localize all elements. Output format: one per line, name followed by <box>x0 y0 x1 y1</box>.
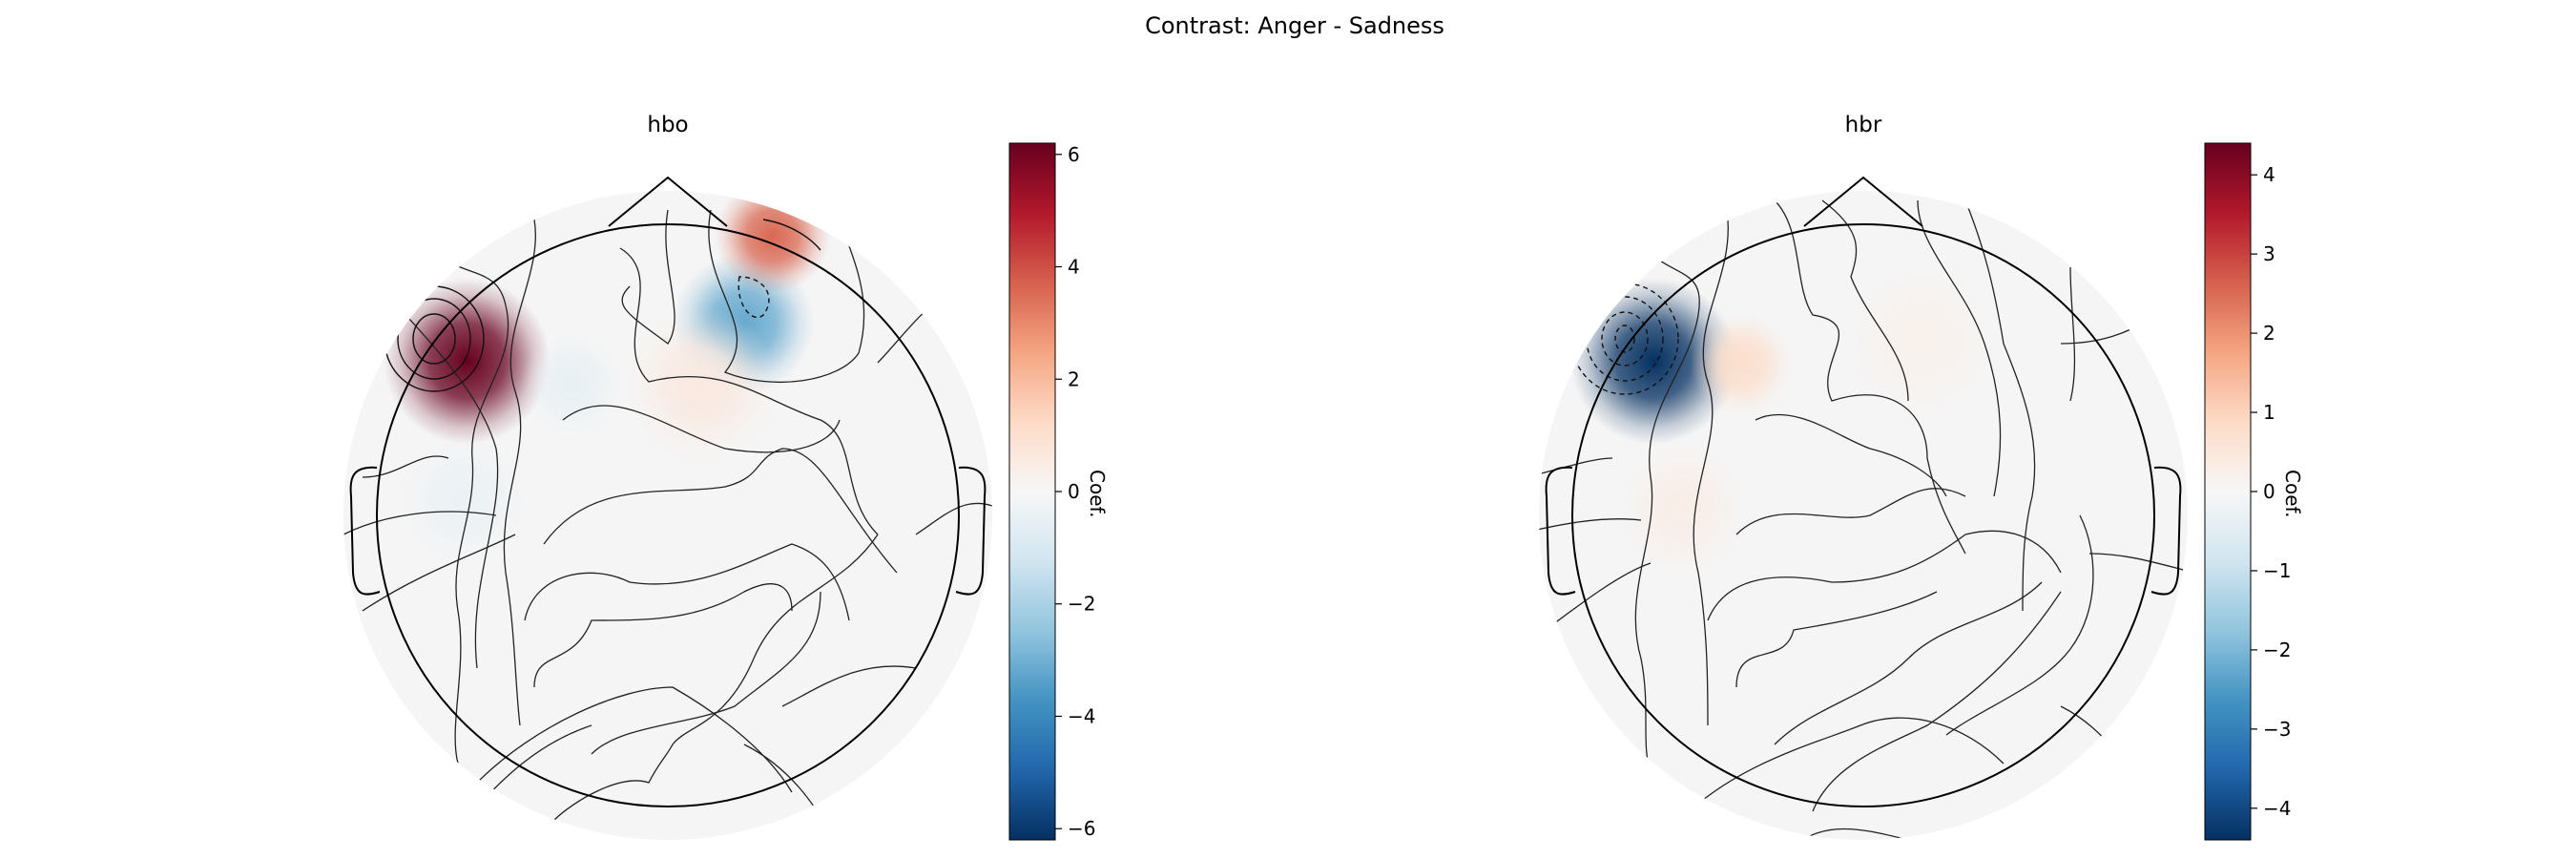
colorbar-label: Coef. <box>1086 470 1109 517</box>
colorbar-tick-label: −4 <box>1068 704 1095 727</box>
topomap-field <box>1570 263 1999 574</box>
colorbar-tick-label: 0 <box>1068 480 1080 503</box>
colorbar: −6 −4 −2 0 2 4 6 Coef. <box>1008 142 1109 841</box>
colorbar-ticks: −6 −4 −2 0 2 4 6 <box>1055 143 1095 840</box>
activation-blob <box>400 436 529 565</box>
nose <box>608 176 728 227</box>
colorbar-tick-label: 2 <box>1068 367 1080 390</box>
colorbar-tick-label: −3 <box>2263 718 2291 741</box>
colorbar-tick-label: 0 <box>2263 480 2275 503</box>
colorbar-label: Coef. <box>2281 470 2304 517</box>
colorbar-tick-label: 4 <box>1068 256 1080 279</box>
colorbar-tick-label: 2 <box>2263 322 2275 345</box>
colorbar-bar <box>1008 142 1056 841</box>
colorbar-tick-label: 6 <box>1068 143 1080 166</box>
panel-hbo: hbo <box>343 113 1109 841</box>
figure-title: Contrast: Anger - Sadness <box>1145 12 1444 39</box>
left-ear <box>1545 466 1576 596</box>
activation-blob <box>1570 278 1737 445</box>
activation-blob <box>1690 312 1793 416</box>
contour-lines <box>343 209 992 840</box>
strong-contours <box>1570 283 1679 395</box>
colorbar-tick-label: 3 <box>2263 242 2275 265</box>
colorbar-tick-label: 4 <box>2263 163 2275 186</box>
contour-lines <box>1539 199 2188 840</box>
colorbar-tick-label: −2 <box>2263 639 2291 661</box>
activation-blob <box>1618 445 1747 574</box>
colorbar-tick-label: −4 <box>2263 797 2291 820</box>
panel-hbr: hbr <box>1539 113 2304 841</box>
colorbar-tick-label: −2 <box>1068 593 1095 616</box>
left-ear <box>349 466 381 596</box>
panel-title: hbr <box>1845 113 1882 137</box>
nose <box>1803 176 1923 227</box>
head-outline <box>376 223 960 807</box>
activation-blob <box>384 278 551 445</box>
head-outline <box>1571 223 2155 807</box>
colorbar-tick-label: 1 <box>2263 401 2275 424</box>
activation-blob <box>520 333 624 436</box>
activation-blob <box>626 307 780 462</box>
activation-blob <box>1844 263 1999 418</box>
right-ear <box>955 466 987 596</box>
colorbar-tick-label: −6 <box>1068 817 1095 840</box>
topomap-field <box>384 191 831 565</box>
activation-blob <box>715 191 831 294</box>
right-ear <box>2150 466 2182 596</box>
colorbar-ticks: −4 −3 −2 −1 0 1 2 3 4 <box>2251 163 2291 820</box>
colorbar-bar <box>2204 142 2252 841</box>
colorbar: −4 −3 −2 −1 0 1 2 3 4 Coef. <box>2204 142 2304 841</box>
panel-title: hbo <box>647 113 688 137</box>
colorbar-tick-label: −1 <box>2263 559 2291 582</box>
